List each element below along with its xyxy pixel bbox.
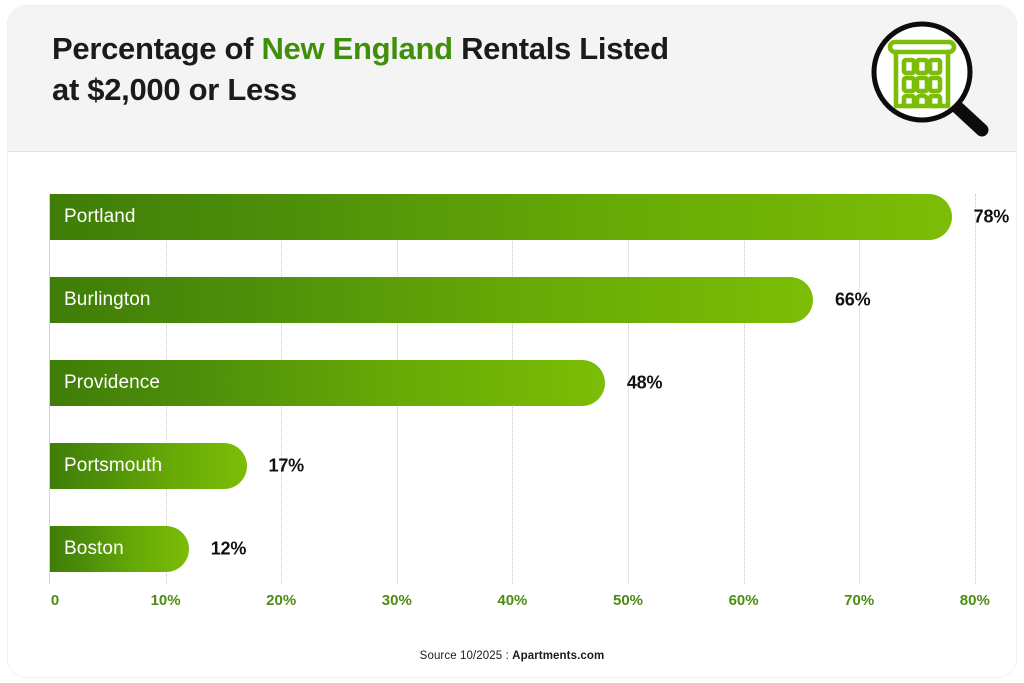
x-axis-tick-label: 70% [844,592,875,609]
magnifying-glass-apartment-building-icon [864,18,1004,146]
bar-portland[interactable]: Portland [50,194,952,240]
source-caption: Source 10/2025 : Apartments.com [8,650,1016,662]
bar-category-label: Boston [64,538,124,559]
bar-value-label: 12% [210,538,247,559]
x-axis: 0 10% 20% 30% 40% 50% 60% 70% 80% [8,592,1016,622]
header-banner: Percentage of New England Rentals Listed… [8,6,1016,152]
x-axis-tick-label: 30% [381,592,412,609]
chart-plot-area: Portland 78% Burlington 66% Providence 48% Por… [8,152,1016,677]
x-axis-tick-label: 50% [612,592,644,609]
bar-row[interactable]: Portland 78% [8,194,1016,240]
bar-providence[interactable]: Providence [50,360,605,406]
x-axis-tick-label: 40% [497,592,528,609]
bar-series: Portland 78% Burlington 66% Providence 48% Por… [8,152,1016,677]
title-highlight: New England [261,31,453,66]
title-line-2: at $2,000 or Less [52,72,297,107]
x-axis-tick-label: 10% [150,592,181,609]
bar-row[interactable]: Providence 48% [8,360,1016,406]
title-part-1: Percentage of [52,31,262,66]
bar-value-label: 17% [268,455,305,476]
bar-row[interactable]: Portsmouth 17% [8,443,1016,489]
bar-row[interactable]: Burlington 66% [8,277,1016,323]
bar-category-label: Portsmouth [64,455,163,476]
bar-burlington[interactable]: Burlington [50,277,813,323]
infographic-card: Percentage of New England Rentals Listed… [8,6,1016,677]
source-name: Apartments.com [512,650,605,662]
bar-category-label: Burlington [64,289,151,310]
bar-portsmouth[interactable]: Portsmouth [50,443,247,489]
source-prefix: Source 10/2025 : [419,650,513,662]
bar-category-label: Portland [64,206,136,227]
bar-row[interactable]: Boston 12% [8,526,1016,572]
x-axis-tick-label: 20% [266,592,297,609]
bar-category-label: Providence [64,372,161,393]
page-title: Percentage of New England Rentals Listed… [52,28,752,110]
title-part-2: Rentals Listed [452,31,669,66]
x-axis-tick-label: 60% [728,592,759,609]
bar-value-label: 66% [834,289,871,310]
x-axis-tick-label: 0 [50,592,60,609]
bar-value-label: 48% [626,372,663,393]
bar-boston[interactable]: Boston [50,526,189,572]
bar-value-label: 78% [973,206,1010,227]
x-axis-tick-label: 80% [959,592,990,609]
